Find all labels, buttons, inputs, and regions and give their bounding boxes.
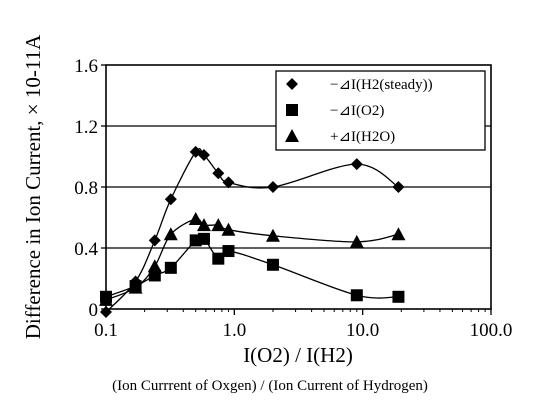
x-tick-label: 1.0 (222, 320, 246, 341)
x-tick-label: 100.0 (470, 320, 513, 341)
y-tick-label: 1.2 (74, 117, 98, 138)
legend-label-triangle: +⊿I(H2O) (330, 129, 395, 145)
data-point-square (222, 245, 235, 258)
data-point-triangle (163, 227, 178, 241)
data-point-triangle (221, 222, 236, 236)
data-point-diamond (350, 158, 363, 171)
data-point-diamond (197, 148, 210, 161)
data-point-triangle (147, 259, 162, 273)
series-markers (99, 145, 406, 319)
legend-marker-square (286, 104, 298, 116)
plot-frame (105, 64, 492, 310)
y-tick-label: 0 (89, 300, 99, 321)
data-point-diamond (164, 193, 177, 206)
y-tick-labels: 0 0.4 0.8 1.2 1.6 (74, 56, 98, 321)
legend-box (275, 70, 486, 151)
y-tick-label: 0.8 (74, 178, 98, 199)
x-tick-labels: 0.1 1.0 10.0 100.0 (94, 320, 512, 341)
data-point-triangle (196, 218, 211, 232)
data-point-triangle (265, 228, 280, 242)
data-point-square (350, 289, 363, 302)
series-triangle-curve (105, 218, 399, 301)
data-point-square (197, 232, 210, 245)
x-axis-title: I(O2) / I(H2) (243, 343, 353, 367)
data-point-square (266, 258, 279, 271)
y-axis-title: Difference in Ion Current, × 10-11A (21, 34, 45, 339)
data-point-triangle (128, 280, 143, 294)
legend-label-square: −⊿I(O2) (330, 103, 384, 119)
data-point-diamond (266, 181, 279, 193)
data-point-square (392, 290, 405, 303)
y-tick-label: 1.6 (74, 56, 98, 77)
data-point-diamond (148, 234, 161, 247)
data-point-triangle (188, 212, 203, 226)
legend-marker-diamond (286, 78, 298, 90)
data-point-diamond (212, 167, 225, 180)
series-diamond-curve (105, 148, 399, 313)
legend-marker-triangle (285, 129, 299, 142)
data-point-triangle (211, 218, 226, 232)
data-point-diamond (392, 181, 405, 193)
x-tick-label: 10.0 (346, 320, 379, 341)
x-tick-label: 0.1 (94, 320, 118, 341)
data-point-square (212, 252, 225, 265)
axis-caption: (Ion Currrent of Oxgen) / (Ion Current o… (112, 378, 428, 394)
data-point-diamond (222, 176, 235, 189)
chart: 0.1 1.0 10.0 100.0 0 0.4 0.8 1.2 1.6 I(O2) / I(… (21, 34, 512, 367)
data-point-square (148, 269, 161, 282)
y-tick-label: 0.4 (74, 239, 98, 260)
legend-label-diamond: −⊿I(H2(steady)) (330, 77, 433, 93)
data-point-triangle (391, 227, 406, 241)
series-curves (105, 148, 399, 313)
data-point-triangle (349, 234, 364, 248)
legend: −⊿I(H2(steady)) −⊿I(O2) +⊿I(H2O) (275, 70, 486, 151)
data-point-square (164, 261, 177, 274)
